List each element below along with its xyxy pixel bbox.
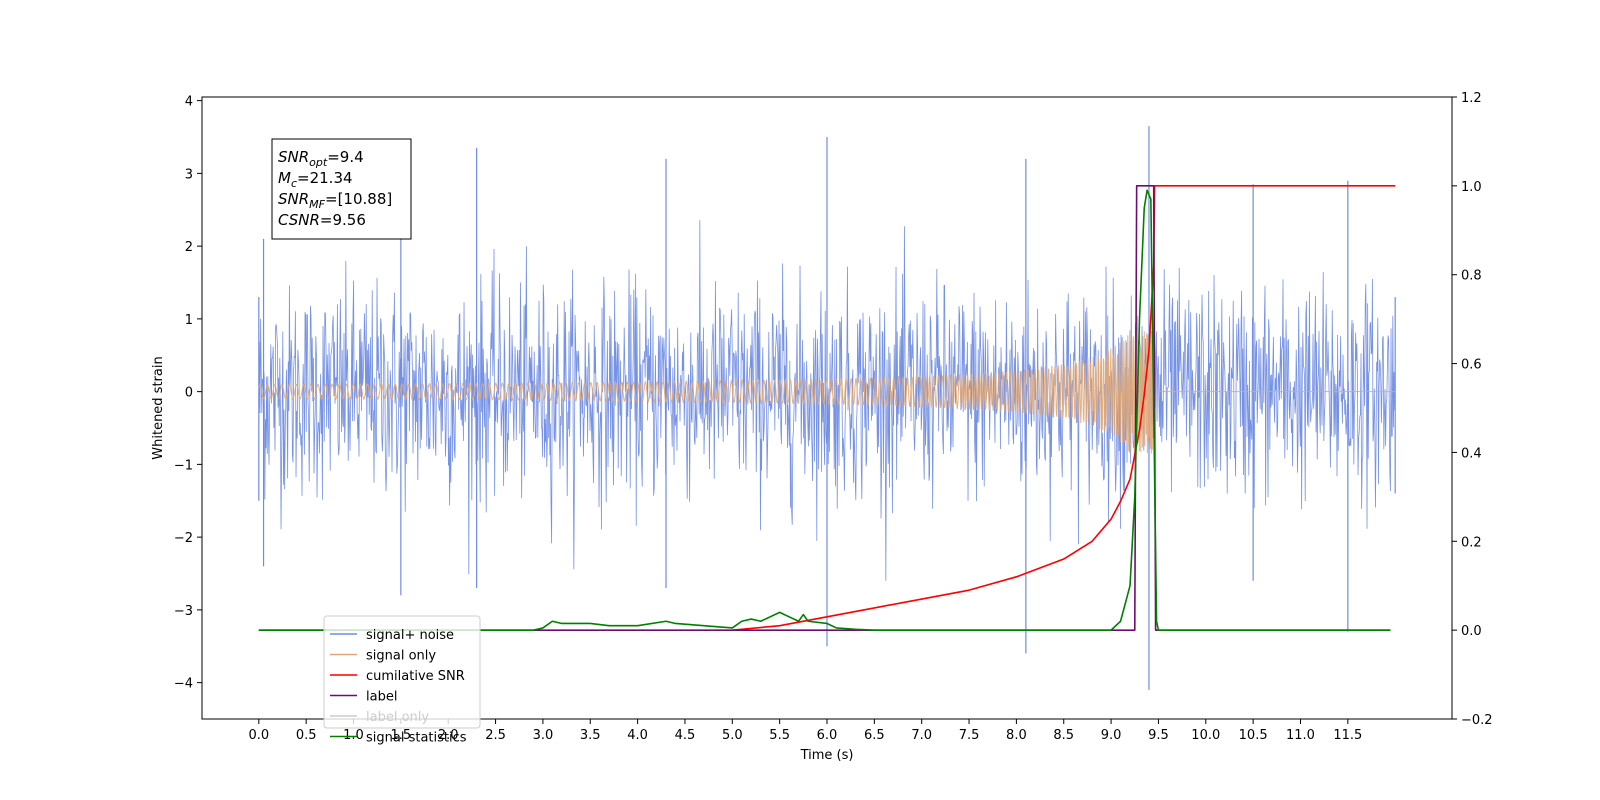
y-tick-label-right: 1.2 [1461, 91, 1482, 106]
y-tick-label-left: −4 [174, 677, 193, 692]
annotation-frame [271, 138, 412, 240]
series-cumilative-snr [732, 185, 1396, 631]
x-tick-label: 10.0 [1191, 728, 1220, 743]
x-tick-label: 7.5 [959, 728, 980, 743]
annotation-subscript: MF [309, 198, 325, 211]
x-tick-label: 3.0 [533, 728, 554, 743]
signal-trace [258, 330, 1395, 454]
annotation-line: SNRopt=9.4 [278, 148, 364, 169]
x-tick-label: 4.0 [627, 728, 648, 743]
x-tick-label: 6.0 [817, 728, 838, 743]
x-tick-label: 0.0 [248, 728, 269, 743]
y-tick-label-left: −2 [174, 531, 193, 546]
series-line [732, 185, 1396, 631]
x-tick-label: 1.5 [391, 728, 412, 743]
annotation-subscript: opt [309, 156, 328, 169]
series-line [258, 189, 1391, 631]
legend-label: signal+ noise [366, 628, 454, 643]
x-axis-label: Time (s) [800, 748, 854, 763]
x-tick-label: 8.0 [1006, 728, 1027, 743]
y-tick-label-left: −1 [174, 458, 193, 473]
annotation-symbol: CSNR [278, 211, 320, 229]
y-tick-label-right: 0.8 [1461, 269, 1482, 284]
legend-frame [323, 615, 481, 729]
y-tick-label-right: 0.0 [1461, 624, 1482, 639]
x-tick-label: 5.0 [722, 728, 743, 743]
legend-label: cumilative SNR [366, 669, 465, 684]
annotation-line: SNRMF=[10.88] [278, 190, 392, 211]
annotation-symbol: SNR [278, 148, 309, 166]
series-signal-statistics [258, 189, 1391, 631]
y-tick-label-left: 2 [185, 240, 193, 255]
x-tick-label: 11.5 [1333, 728, 1362, 743]
y-tick-label-left: 0 [185, 386, 193, 401]
x-axis: 0.0 0.5 1.0 1.5 2.0 2.5 3.0 3.5 4.0 4.5 5.0 5.5 6.0 6… [248, 719, 1362, 743]
legend-label: label [366, 690, 397, 705]
y-axis-left: 4 3 2 1 0 −1 −2 −3 −4 [174, 95, 202, 692]
annotation-line: Mc=21.34 [278, 169, 353, 190]
x-tick-label: 3.5 [580, 728, 601, 743]
x-tick-label: 9.0 [1101, 728, 1122, 743]
annotation-value: =21.34 [297, 169, 353, 187]
y-tick-label-left: 3 [185, 167, 193, 182]
x-tick-label: 5.5 [769, 728, 790, 743]
series-signal-only [258, 330, 1395, 454]
annotation-line: CSNR=9.56 [278, 211, 366, 229]
y-tick-label-right: 1.0 [1461, 180, 1482, 195]
legend: signal+ noise signal only cumilative SNR la… [323, 615, 481, 746]
annotation-symbol: SNR [278, 190, 309, 208]
x-tick-label: 9.5 [1148, 728, 1169, 743]
y-tick-label-right: 0.6 [1461, 358, 1482, 373]
annotation-value: =[10.88] [325, 190, 392, 208]
legend-label: signal only [366, 649, 436, 664]
x-tick-label: 2.0 [438, 728, 459, 743]
annotation-value: =9.4 [327, 148, 363, 166]
legend-label: label only [366, 710, 429, 725]
annotation-subscript: c [291, 177, 297, 190]
x-tick-label: 1.0 [343, 728, 364, 743]
x-tick-label: 0.5 [296, 728, 317, 743]
y-axis-label: Whitened strain [151, 356, 166, 459]
annotation-value: =9.56 [320, 211, 366, 229]
x-tick-label: 6.5 [864, 728, 885, 743]
x-tick-label: 8.5 [1053, 728, 1074, 743]
series-layer [258, 126, 1396, 690]
y-axis-right: 1.2 1.0 0.8 0.6 0.4 0.2 0.0 −0.2 [1452, 91, 1493, 728]
y-tick-label-left: 4 [185, 95, 193, 110]
y-tick-label-left: −3 [174, 604, 193, 619]
x-tick-label: 7.0 [911, 728, 932, 743]
series-signal-noise [258, 126, 1396, 690]
x-tick-label: 11.0 [1286, 728, 1315, 743]
legend-label: signal statistics [366, 731, 467, 746]
legend-items: signal+ noise signal only cumilative SNR la… [330, 628, 467, 746]
x-tick-label: 4.5 [675, 728, 696, 743]
y-tick-label-left: 1 [185, 313, 193, 328]
annotation-symbol: M [278, 169, 291, 187]
y-tick-label-right: 0.2 [1461, 535, 1482, 550]
x-tick-label: 10.5 [1239, 728, 1268, 743]
y-tick-label-right: 0.4 [1461, 446, 1482, 461]
x-tick-label: 2.5 [485, 728, 506, 743]
y-tick-label-right: −0.2 [1461, 713, 1493, 728]
